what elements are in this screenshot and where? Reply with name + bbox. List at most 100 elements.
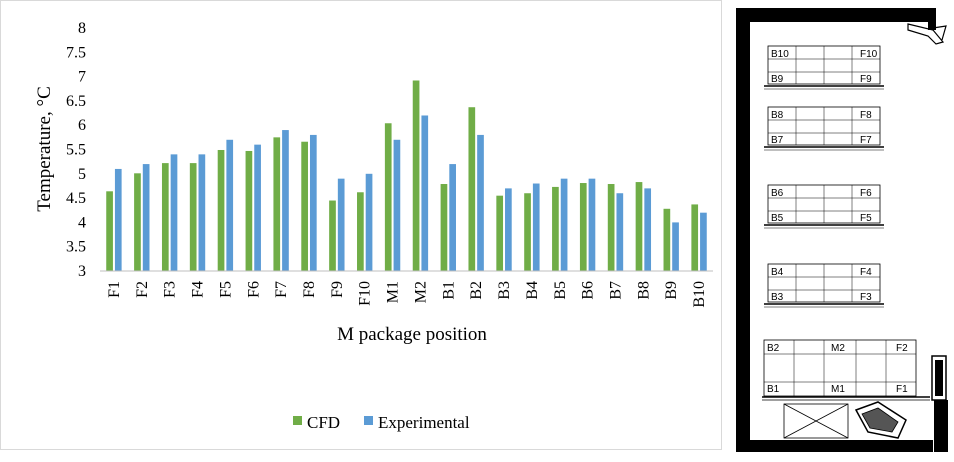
bar-cfd-M1 [384, 123, 392, 271]
bar-cfd-F3 [161, 163, 169, 271]
label-M2: M2 [831, 343, 845, 354]
evaporator-fan [907, 23, 945, 45]
x-tick-label: F9 [329, 281, 346, 298]
shelves: B10 F10 B9 F9 B8 F8 B7 F7 B6 F6 B5 F5 B4 F4 B3 F3 [764, 45, 884, 308]
y-tick-label: 4 [78, 214, 86, 231]
bar-experimental-F3 [170, 154, 178, 271]
label-F5: F5 [860, 213, 872, 224]
y-tick-label: 7.5 [66, 44, 86, 61]
bar-cfd-B6 [579, 183, 587, 271]
label-M1: M1 [831, 384, 845, 395]
bar-experimental-B3 [505, 188, 512, 271]
label-B2: B2 [767, 343, 780, 354]
x-tick-label: F2 [134, 281, 151, 298]
label-F1: F1 [896, 384, 908, 395]
x-tick-label: B5 [552, 281, 569, 300]
label-B7: B7 [771, 135, 784, 146]
bar-experimental-F10 [365, 173, 373, 271]
y-tick-label: 5 [78, 166, 86, 183]
y-tick-label: 3 [78, 263, 86, 280]
shelf-diagram: B10 F10 B9 F9 B8 F8 B7 F7 B6 F6 B5 F5 B4 F4 B3 F3 B2 M2… [728, 0, 954, 457]
x-axis-title: M package position [337, 324, 487, 345]
y-axis: 3 3.5 4 4.5 5 5.5 6 6.5 7 7.5 8 [66, 20, 86, 280]
bottom-shelf: B2 M2 F2 B1 M1 F1 [762, 339, 930, 401]
x-tick-label: F1 [106, 281, 123, 298]
x-tick-label: B9 [663, 281, 680, 300]
bar-experimental-B6 [588, 178, 596, 271]
bar-experimental-B10 [700, 212, 707, 271]
bar-experimental-M1 [393, 139, 401, 271]
bar-experimental-B5 [560, 178, 568, 271]
bar-cfd-F5 [217, 149, 225, 271]
chart-panel: 3 3.5 4 4.5 5 5.5 6 6.5 7 7.5 8 F1 F2 F3 F4 F5 F6 F7 F8 F9… [0, 0, 722, 450]
x-tick-label: B10 [691, 281, 708, 308]
bar-experimental-F2 [142, 164, 150, 271]
label-F3: F3 [860, 292, 872, 303]
bar-cfd-F7 [273, 137, 281, 271]
bar-cfd-B1 [440, 184, 448, 271]
bar-cfd-B8 [635, 182, 643, 271]
bar-experimental-F5 [226, 139, 234, 271]
bar-cfd-B2 [468, 107, 476, 271]
x-tick-label: F6 [245, 281, 262, 298]
label-B6: B6 [771, 188, 784, 199]
x-tick-label: F3 [162, 281, 179, 298]
x-tick-label: B2 [468, 281, 485, 300]
x-tick-label: M2 [412, 281, 429, 303]
legend-swatch-experimental [364, 416, 373, 425]
x-tick-label: F5 [217, 281, 234, 298]
bar-cfd-F1 [106, 191, 113, 271]
bar-cfd-M2 [412, 80, 420, 272]
bar-experimental-B4 [532, 183, 540, 271]
bar-cfd-B5 [552, 186, 559, 271]
bar-experimental-M2 [421, 115, 429, 271]
label-F10: F10 [860, 49, 878, 60]
label-B4: B4 [771, 267, 784, 278]
compressor-compartment [783, 401, 907, 439]
label-B1: B1 [767, 384, 780, 395]
bar-cfd-F10 [357, 192, 364, 271]
fan-outline [932, 25, 947, 41]
bar-cfd-B4 [524, 193, 531, 271]
x-tick-label: B7 [608, 281, 625, 300]
x-tick-label: F4 [190, 281, 207, 298]
label-F8: F8 [860, 110, 872, 121]
label-B10: B10 [771, 49, 789, 60]
right-lower-wall [934, 400, 948, 452]
y-tick-label: 6.5 [66, 93, 86, 110]
bar-chart: 3 3.5 4 4.5 5 5.5 6 6.5 7 7.5 8 F1 F2 F3 F4 F5 F6 F7 F8 F9… [34, 20, 713, 432]
bar-cfd-B9 [663, 208, 671, 271]
y-tick-label: 6 [78, 117, 86, 134]
bar-cfd-F9 [329, 200, 336, 271]
x-tick-label: F10 [357, 281, 374, 306]
bar-experimental-B8 [644, 188, 652, 271]
bar-cfd-F2 [134, 173, 141, 271]
bar-experimental-F6 [254, 144, 261, 271]
bar-experimental-F8 [309, 134, 317, 271]
x-tick-label: B8 [635, 281, 652, 300]
y-tick-label: 3.5 [66, 239, 86, 256]
legend-swatch-cfd [293, 416, 302, 425]
bars [106, 80, 707, 272]
y-tick-label: 4.5 [66, 190, 86, 207]
label-F9: F9 [860, 74, 872, 85]
shelf-2: B8 F8 B7 F7 [764, 106, 884, 151]
legend-label-experimental: Experimental [378, 413, 470, 432]
refrigerator-diagram: B10 F10 B9 F9 B8 F8 B7 F7 B6 F6 B5 F5 B4 F4 B3 F3 B2 M2… [736, 8, 948, 452]
y-tick-label: 5.5 [66, 142, 86, 159]
bar-experimental-F1 [114, 168, 122, 271]
shelf-1: B10 F10 B9 F9 [764, 45, 884, 90]
bar-cfd-F4 [189, 163, 197, 271]
x-tick-label: B1 [440, 281, 457, 300]
label-B5: B5 [771, 213, 784, 224]
x-tick-label: B3 [496, 281, 513, 300]
bottom-shelf-box [763, 339, 917, 397]
x-tick-label: B4 [524, 281, 541, 300]
x-tick-label: M1 [385, 281, 402, 303]
shelf-4: B4 F4 B3 F3 [764, 263, 884, 308]
y-axis-title: Temperature, °C [34, 86, 55, 212]
x-tick-label: B6 [580, 281, 597, 300]
bar-cfd-B7 [607, 184, 615, 271]
label-B3: B3 [771, 292, 784, 303]
y-tick-label: 8 [78, 20, 86, 37]
